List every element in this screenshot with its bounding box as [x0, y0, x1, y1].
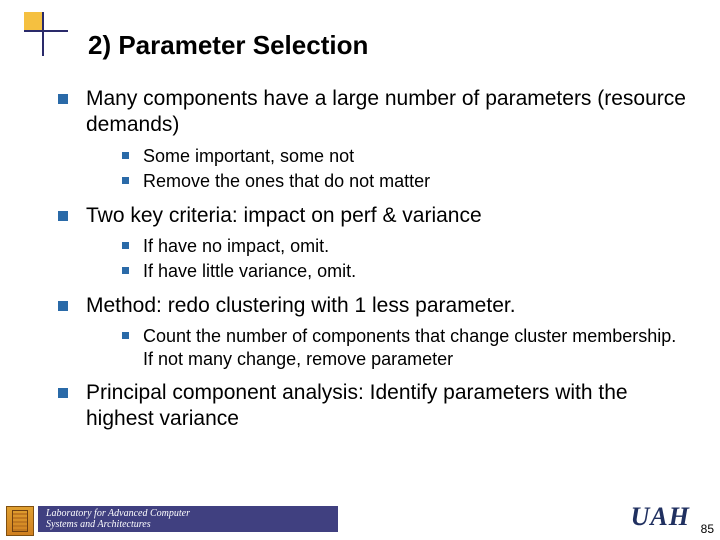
slide-content: Many components have a large number of p…	[58, 82, 690, 439]
corner-vline	[42, 12, 44, 56]
bullet-icon	[122, 177, 129, 184]
sub-bullet: If have little variance, omit.	[122, 260, 690, 283]
sub-bullet: If have no impact, omit.	[122, 235, 690, 258]
lab-name-bar: Laboratory for Advanced Computer Systems…	[38, 506, 338, 532]
corner-decoration	[24, 12, 68, 56]
bullet-text: Principal component analysis: Identify p…	[86, 380, 690, 433]
lab-logo-icon	[6, 506, 34, 536]
sub-bullet: Count the number of components that chan…	[122, 325, 690, 370]
bullet-text: Two key criteria: impact on perf & varia…	[86, 203, 482, 229]
sub-bullet-text: Remove the ones that do not matter	[143, 170, 430, 193]
sub-bullet: Some important, some not	[122, 145, 690, 168]
bullet-2: Two key criteria: impact on perf & varia…	[58, 203, 690, 229]
corner-hline	[24, 30, 68, 32]
bullet-icon	[58, 211, 68, 221]
bullet-icon	[58, 388, 68, 398]
bullet-icon	[58, 94, 68, 104]
bullet-icon	[122, 152, 129, 159]
bullet-3-sub: Count the number of components that chan…	[122, 325, 690, 370]
sub-bullet-text: If have little variance, omit.	[143, 260, 356, 283]
sub-bullet-text: Count the number of components that chan…	[143, 325, 690, 370]
bullet-text: Method: redo clustering with 1 less para…	[86, 293, 516, 319]
bullet-4: Principal component analysis: Identify p…	[58, 380, 690, 433]
slide-footer: Laboratory for Advanced Computer Systems…	[0, 502, 720, 540]
slide-title: 2) Parameter Selection	[88, 30, 368, 61]
bullet-1: Many components have a large number of p…	[58, 86, 690, 139]
bullet-icon	[122, 267, 129, 274]
bullet-1-sub: Some important, some not Remove the ones…	[122, 145, 690, 193]
bullet-text: Many components have a large number of p…	[86, 86, 690, 139]
page-number: 85	[701, 522, 714, 536]
sub-bullet: Remove the ones that do not matter	[122, 170, 690, 193]
corner-square	[24, 12, 44, 32]
bullet-3: Method: redo clustering with 1 less para…	[58, 293, 690, 319]
bullet-icon	[122, 332, 129, 339]
lab-line2: Systems and Architectures	[46, 519, 330, 530]
bullet-icon	[58, 301, 68, 311]
sub-bullet-text: If have no impact, omit.	[143, 235, 329, 258]
bullet-2-sub: If have no impact, omit. If have little …	[122, 235, 690, 283]
bullet-icon	[122, 242, 129, 249]
uah-logo: UAH	[631, 502, 690, 532]
lab-line1: Laboratory for Advanced Computer	[46, 508, 330, 519]
sub-bullet-text: Some important, some not	[143, 145, 354, 168]
